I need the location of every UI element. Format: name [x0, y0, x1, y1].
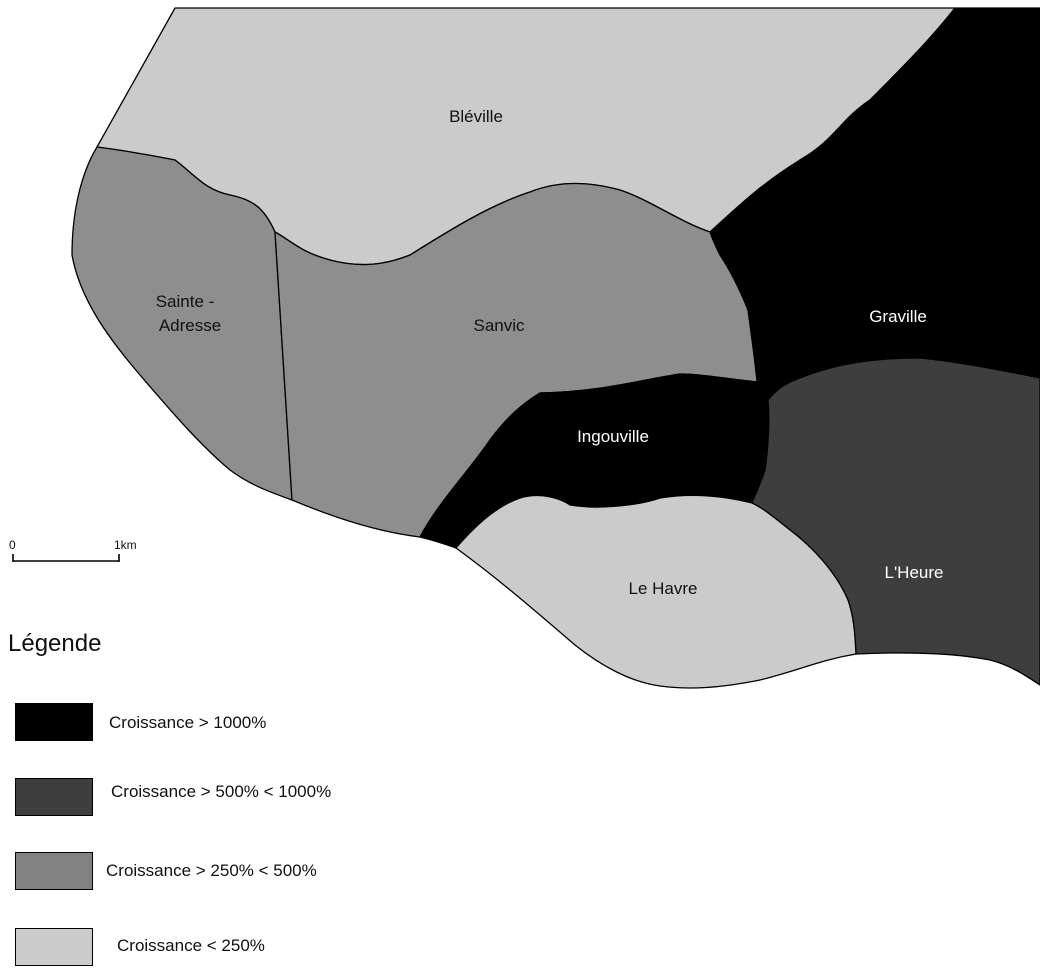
label-sainte-adresse-line1: Sainte - [156, 292, 215, 311]
legend-label: Croissance > 1000% [109, 713, 267, 732]
legend-swatch [15, 852, 93, 890]
legend-title: Légende [8, 630, 102, 657]
region-le-havre[interactable] [455, 494, 857, 689]
label-graville: Graville [869, 307, 927, 326]
scale-start-label: 0 [9, 538, 16, 552]
legend-label: Croissance < 250% [117, 936, 265, 955]
scale-end-label: 1km [114, 538, 137, 552]
legend-swatch [15, 778, 93, 816]
label-le-havre: Le Havre [629, 579, 698, 598]
region-sanvic[interactable] [274, 182, 758, 538]
legend-label: Croissance > 500% < 1000% [111, 782, 332, 801]
label-sanvic: Sanvic [473, 316, 525, 335]
scale-bar: 0 1km [9, 538, 137, 562]
label-lheure: L'Heure [884, 563, 943, 582]
legend-swatch [15, 928, 93, 966]
legend-label: Croissance > 250% < 500% [106, 861, 317, 880]
label-bleville: Bléville [449, 107, 503, 126]
label-sainte-adresse-line2: Adresse [159, 316, 221, 335]
label-ingouville: Ingouville [577, 427, 649, 446]
region-lheure[interactable] [751, 357, 1040, 686]
legend-swatch [15, 703, 93, 741]
